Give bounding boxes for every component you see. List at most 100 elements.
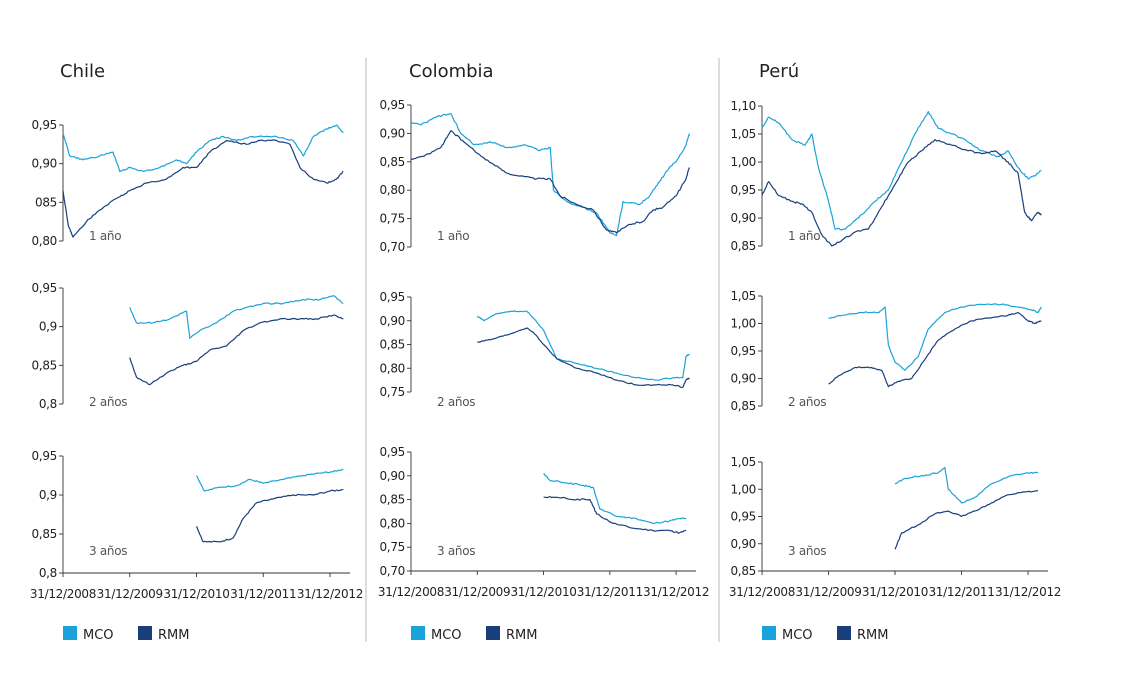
y-tick-label: 0,9: [39, 320, 57, 334]
series-line-mco: [476, 310, 690, 381]
y-tick-label: 0,80: [31, 234, 57, 248]
y-tick-label: 0,95: [379, 290, 405, 304]
legend-label: RMM: [158, 628, 189, 643]
y-tick-label: 0,90: [730, 372, 756, 386]
x-tick-label: 31/12/2012: [995, 585, 1061, 599]
x-tick-label: 31/12/2010: [510, 585, 576, 599]
x-tick-label: 31/12/2009: [97, 587, 163, 601]
legend-swatch-rmm: [486, 626, 500, 640]
y-tick-label: 0,75: [379, 212, 405, 226]
legend-swatch-mco: [411, 626, 425, 640]
y-tick-label: 0,80: [379, 516, 405, 530]
y-tick-label: 0,90: [31, 157, 57, 171]
legend: MCO RMM: [63, 626, 189, 643]
y-tick-label: 0,95: [31, 281, 57, 295]
panel-label: 2 años: [437, 395, 475, 409]
x-tick-label: 31/12/2010: [163, 587, 229, 601]
series-line-mco: [62, 124, 344, 172]
y-tick-label: 0,85: [730, 239, 756, 253]
panel-label: 2 años: [788, 395, 826, 409]
y-tick-label: 0,95: [31, 118, 57, 132]
panel-label: 1 año: [437, 229, 469, 243]
y-tick-label: 0,85: [31, 527, 57, 541]
legend-swatch-mco: [762, 626, 776, 640]
y-tick-label: 085: [35, 195, 57, 209]
x-tick-label: 31/12/2009: [444, 585, 510, 599]
panel-3-anos: 0,8 0,85 0,9 0,95 3 años 31/12/2008 31/12/2009…: [30, 449, 363, 601]
series-line-mco: [129, 295, 344, 339]
legend: MCO RMM: [762, 626, 888, 643]
x-tick-label: 31/12/2008: [729, 585, 795, 599]
series-line-rmm: [410, 130, 690, 234]
y-tick-label: 1,00: [730, 155, 756, 169]
x-tick-label: 31/12/2008: [30, 587, 96, 601]
panel-2-anos: 0,8 0,85 0,9 0,95 2 años: [31, 281, 344, 411]
y-tick-label: 0,85: [730, 399, 756, 413]
country-chart-peru: Perú 0,85 0,90 0,95 1,00 1,05 1,10 1 año 0,85 0,9…: [729, 61, 1062, 643]
y-tick-label: 1,00: [730, 317, 756, 331]
y-tick-label: 0,85: [379, 493, 405, 507]
y-tick-label: 0,9: [39, 488, 57, 502]
series-line-rmm: [761, 139, 1042, 247]
y-tick-label: 0,80: [379, 361, 405, 375]
series-line-mco: [410, 112, 690, 237]
y-tick-label: 0,95: [379, 98, 405, 112]
panel-2-anos: 0,75 0,80 0,85 0,90 0,95 2 años: [379, 290, 690, 409]
series-line-mco: [828, 303, 1042, 371]
legend-label: MCO: [83, 628, 114, 643]
panel-label: 1 año: [89, 229, 121, 243]
country-chart-chile: Chile 0,80 085 0,90 0,95 1 año 0,8 0,85 0,9 0,95 2…: [30, 61, 363, 643]
y-tick-label: 1,05: [730, 289, 756, 303]
y-tick-label: 0,90: [730, 537, 756, 551]
x-tick-label: 31/12/2011: [928, 585, 994, 599]
panel-3-anos: 0,70 0,75 0,80 0,85 0,90 0,95 3 años 31/12/2008…: [378, 445, 710, 599]
y-tick-label: 0,95: [730, 344, 756, 358]
chart-title: Perú: [759, 61, 799, 82]
legend-swatch-rmm: [138, 626, 152, 640]
y-tick-label: 0,70: [379, 564, 405, 578]
y-tick-label: 0,85: [379, 155, 405, 169]
series-line-rmm: [62, 139, 344, 238]
panel-label: 1 año: [788, 229, 820, 243]
series-line-rmm: [129, 314, 344, 386]
series-line-rmm: [894, 490, 1039, 550]
panel-label: 3 años: [788, 544, 826, 558]
legend-label: MCO: [782, 628, 813, 643]
x-tick-label: 31/12/2012: [297, 587, 363, 601]
y-tick-label: 0,85: [730, 564, 756, 578]
panel-1-ano: 0,85 0,90 0,95 1,00 1,05 1,10 1 año: [730, 99, 1042, 253]
y-tick-label: 0,8: [39, 397, 57, 411]
panel-label: 3 años: [437, 544, 475, 558]
series-line-mco: [761, 111, 1042, 231]
legend-label: RMM: [857, 628, 888, 643]
x-tick-label: 31/12/2010: [862, 585, 928, 599]
series-line-rmm: [543, 496, 687, 534]
y-tick-label: 0,95: [379, 445, 405, 459]
y-tick-label: 0,90: [379, 126, 405, 140]
y-tick-label: 1,10: [730, 99, 756, 113]
x-tick-label: 31/12/2012: [643, 585, 709, 599]
legend-label: MCO: [431, 628, 462, 643]
series-line-rmm: [828, 311, 1042, 388]
y-tick-label: 0,95: [31, 449, 57, 463]
legend-label: RMM: [506, 628, 537, 643]
y-tick-label: 0,85: [379, 338, 405, 352]
x-tick-label: 31/12/2009: [795, 585, 861, 599]
y-tick-label: 0,90: [730, 211, 756, 225]
panel-1-ano: 0,70 0,75 0,80 0,85 0,90 0,95 1 año: [379, 98, 690, 254]
series-line-mco: [894, 466, 1039, 504]
series-line-rmm: [477, 327, 690, 389]
y-tick-label: 0,70: [379, 240, 405, 254]
y-tick-label: 0,95: [730, 183, 756, 197]
legend: MCO RMM: [411, 626, 537, 643]
panel-label: 2 años: [89, 395, 127, 409]
y-tick-label: 0,90: [379, 314, 405, 328]
chart-title: Colombia: [409, 61, 494, 82]
series-line-mco: [543, 473, 687, 524]
country-chart-colombia: Colombia 0,70 0,75 0,80 0,85 0,90 0,95 1 año 0,7…: [378, 61, 710, 643]
panel-1-ano: 0,80 085 0,90 0,95 1 año: [31, 118, 344, 248]
y-tick-label: 1,05: [730, 127, 756, 141]
panel-2-anos: 0,85 0,90 0,95 1,00 1,05 2 años: [730, 289, 1042, 413]
legend-swatch-rmm: [837, 626, 851, 640]
